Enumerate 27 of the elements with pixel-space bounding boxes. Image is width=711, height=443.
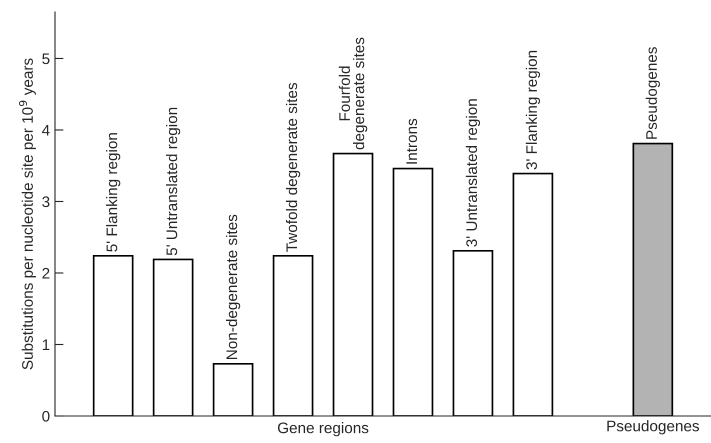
bar xyxy=(152,258,194,416)
bar xyxy=(392,168,434,416)
x-tick-label: Fourfold degenerate sites xyxy=(338,38,368,150)
y-tick-label: 3 xyxy=(42,196,50,208)
bar xyxy=(212,362,254,416)
text: Pseudogenes xyxy=(607,420,700,434)
y-tick-label: 4 xyxy=(42,125,50,136)
bar xyxy=(332,152,374,416)
bar xyxy=(272,254,314,416)
x-tick-label: 3' Untranslated region xyxy=(466,99,480,247)
y-tick-label: 1 xyxy=(42,340,50,350)
x-tick-label: 5' Untranslated region xyxy=(166,108,180,256)
x-tick-label: Pseudogenes xyxy=(646,47,660,139)
x-tick-label: 3' Flanking region xyxy=(526,50,540,170)
y-tick-label: 2 xyxy=(42,268,50,279)
y-tick-label: 0 xyxy=(42,410,50,422)
y-axis-title: Substitutions per nucleotide site per 10$^{9}$ years xyxy=(18,58,36,370)
bar xyxy=(632,142,674,416)
bar xyxy=(512,172,554,416)
x-tick-label: Introns xyxy=(406,118,418,164)
bar xyxy=(452,250,494,416)
bar xyxy=(92,254,134,416)
x-tick-label: Non-degenerate sites xyxy=(226,214,240,359)
y-tick-label: 5 xyxy=(42,54,50,64)
x-axis-title: Gene regions xyxy=(278,422,368,436)
x-tick-label: 5' Flanking region xyxy=(106,133,120,252)
x-tick-label: Twofold degenerate sites xyxy=(286,82,300,252)
